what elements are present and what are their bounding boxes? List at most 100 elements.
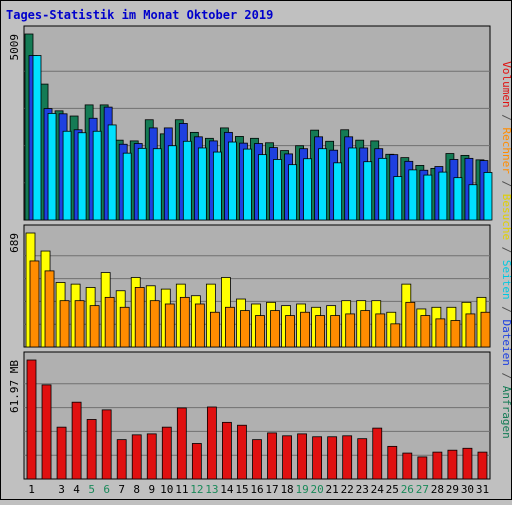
bar-seiten-day-4 <box>77 132 87 221</box>
bar-volumen-day-28 <box>432 451 443 480</box>
x-tick-label: 4 <box>73 483 80 496</box>
bar-rechner-day-4 <box>74 300 85 348</box>
bar-rechner-day-18 <box>285 315 295 348</box>
bar-volumen-day-21 <box>327 436 338 480</box>
bar-rechner-day-14 <box>225 306 235 348</box>
bar-seiten-day-22 <box>348 147 358 221</box>
bar-volumen-day-17 <box>267 432 277 480</box>
x-tick-label: 14 <box>220 483 234 496</box>
bar-volumen-day-15 <box>237 424 247 480</box>
x-tick-label: 19 <box>295 483 308 496</box>
bar-rechner-day-12 <box>194 303 205 348</box>
bar-volumen-day-25 <box>387 445 398 480</box>
bar-volumen-day-4 <box>71 401 82 480</box>
legend-entry: Seiten <box>500 260 512 300</box>
bar-rechner-day-10 <box>164 303 175 348</box>
bar-rechner-day-30 <box>465 313 476 348</box>
bar-seiten-day-6 <box>107 124 117 221</box>
bar-seiten-day-3 <box>62 130 72 221</box>
legend-entry: Besuche <box>500 194 512 240</box>
bar-volumen-day-1 <box>26 359 37 480</box>
bar-rechner-day-22 <box>345 313 356 348</box>
x-tick-label: 13 <box>205 483 218 496</box>
bar-rechner-day-17 <box>270 310 280 348</box>
bar-seiten-day-14 <box>228 141 237 221</box>
bar-seiten-day-28 <box>438 171 448 221</box>
x-tick-label: 21 <box>326 483 339 496</box>
legend-entry: Anfragen <box>500 386 512 439</box>
chart-panels: 5009 689 61.97 MB <box>8 25 493 480</box>
legend-entry: / <box>500 108 512 128</box>
x-tick-label: 30 <box>461 483 474 496</box>
bar-seiten-day-21 <box>333 162 343 221</box>
x-tick-label: 29 <box>446 483 459 496</box>
bar-seiten-day-5 <box>92 130 102 221</box>
bar-rechner-day-23 <box>360 310 371 348</box>
bar-rechner-day-7 <box>119 306 130 348</box>
x-tick-label: 27 <box>416 483 429 496</box>
x-tick-label: 12 <box>190 483 203 496</box>
x-tick-label: 17 <box>265 483 278 496</box>
x-tick-label: 6 <box>103 483 110 496</box>
bar-volumen-day-14 <box>222 421 232 480</box>
bar-rechner-day-20 <box>315 315 326 348</box>
bar-seiten-day-31 <box>483 172 493 221</box>
bar-volumen-day-5 <box>86 419 97 480</box>
bar-rechner-day-9 <box>149 300 160 348</box>
bar-seiten-day-20 <box>318 148 328 221</box>
x-tick-label: 18 <box>280 483 293 496</box>
bar-seiten-day-19 <box>303 158 312 221</box>
legend-entry: / <box>500 366 512 386</box>
y-max-label: 5009 <box>8 34 21 61</box>
bar-rechner-day-27 <box>420 315 431 348</box>
chart-title: Tages-Statistik im Monat Oktober 2019 <box>6 8 273 22</box>
bar-rechner-day-5 <box>89 305 100 348</box>
bar-rechner-day-19 <box>300 311 310 348</box>
bar-seiten-day-1 <box>32 55 42 221</box>
bar-volumen-day-12 <box>191 443 202 480</box>
x-tick-label: 25 <box>386 483 399 496</box>
bar-seiten-day-9 <box>152 148 162 221</box>
x-tick-label: 24 <box>371 483 385 496</box>
panel-visits: 689 <box>8 224 491 348</box>
bar-volumen-day-23 <box>357 438 368 480</box>
bar-seiten-day-17 <box>273 159 282 221</box>
x-tick-label: 10 <box>160 483 173 496</box>
bar-seiten-day-24 <box>378 157 388 221</box>
x-tick-label: 16 <box>250 483 263 496</box>
bar-volumen-day-29 <box>447 449 458 480</box>
bar-rechner-day-16 <box>255 315 265 348</box>
x-tick-label: 28 <box>431 483 444 496</box>
x-tick-label: 22 <box>341 483 354 496</box>
legend-entry: Dateien <box>500 320 512 366</box>
bar-volumen-day-13 <box>206 406 217 480</box>
bar-volumen-day-19 <box>297 433 307 480</box>
bar-volumen-day-6 <box>101 409 112 480</box>
x-tick-label: 8 <box>133 483 140 496</box>
bar-rechner-day-26 <box>405 301 416 348</box>
bar-volumen-day-10 <box>161 426 172 480</box>
y-max-label: 689 <box>8 233 21 253</box>
bar-rechner-day-25 <box>390 323 401 348</box>
x-tick-label: 3 <box>58 483 65 496</box>
bar-seiten-day-30 <box>468 184 478 221</box>
bar-rechner-day-1 <box>29 260 40 348</box>
bar-rechner-day-8 <box>134 287 145 348</box>
bar-rechner-day-6 <box>104 296 115 348</box>
bar-volumen-day-9 <box>146 433 157 480</box>
bar-seiten-day-16 <box>258 154 267 221</box>
x-tick-label: 7 <box>118 483 125 496</box>
panel-requests: 5009 <box>8 25 493 221</box>
bar-seiten-day-23 <box>363 161 373 221</box>
bar-seiten-day-11 <box>182 140 192 221</box>
bar-seiten-day-29 <box>453 177 463 221</box>
bar-volumen-day-16 <box>252 439 262 480</box>
bar-volumen-day-30 <box>462 447 473 480</box>
bar-volumen-day-22 <box>342 435 353 480</box>
bar-volumen-day-20 <box>312 436 323 480</box>
x-tick-label: 1 <box>28 483 35 496</box>
bar-volumen-day-31 <box>477 451 488 480</box>
x-tick-label: 26 <box>401 483 414 496</box>
